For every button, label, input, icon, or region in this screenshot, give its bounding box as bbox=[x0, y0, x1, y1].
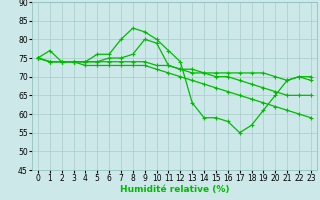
X-axis label: Humidité relative (%): Humidité relative (%) bbox=[120, 185, 229, 194]
